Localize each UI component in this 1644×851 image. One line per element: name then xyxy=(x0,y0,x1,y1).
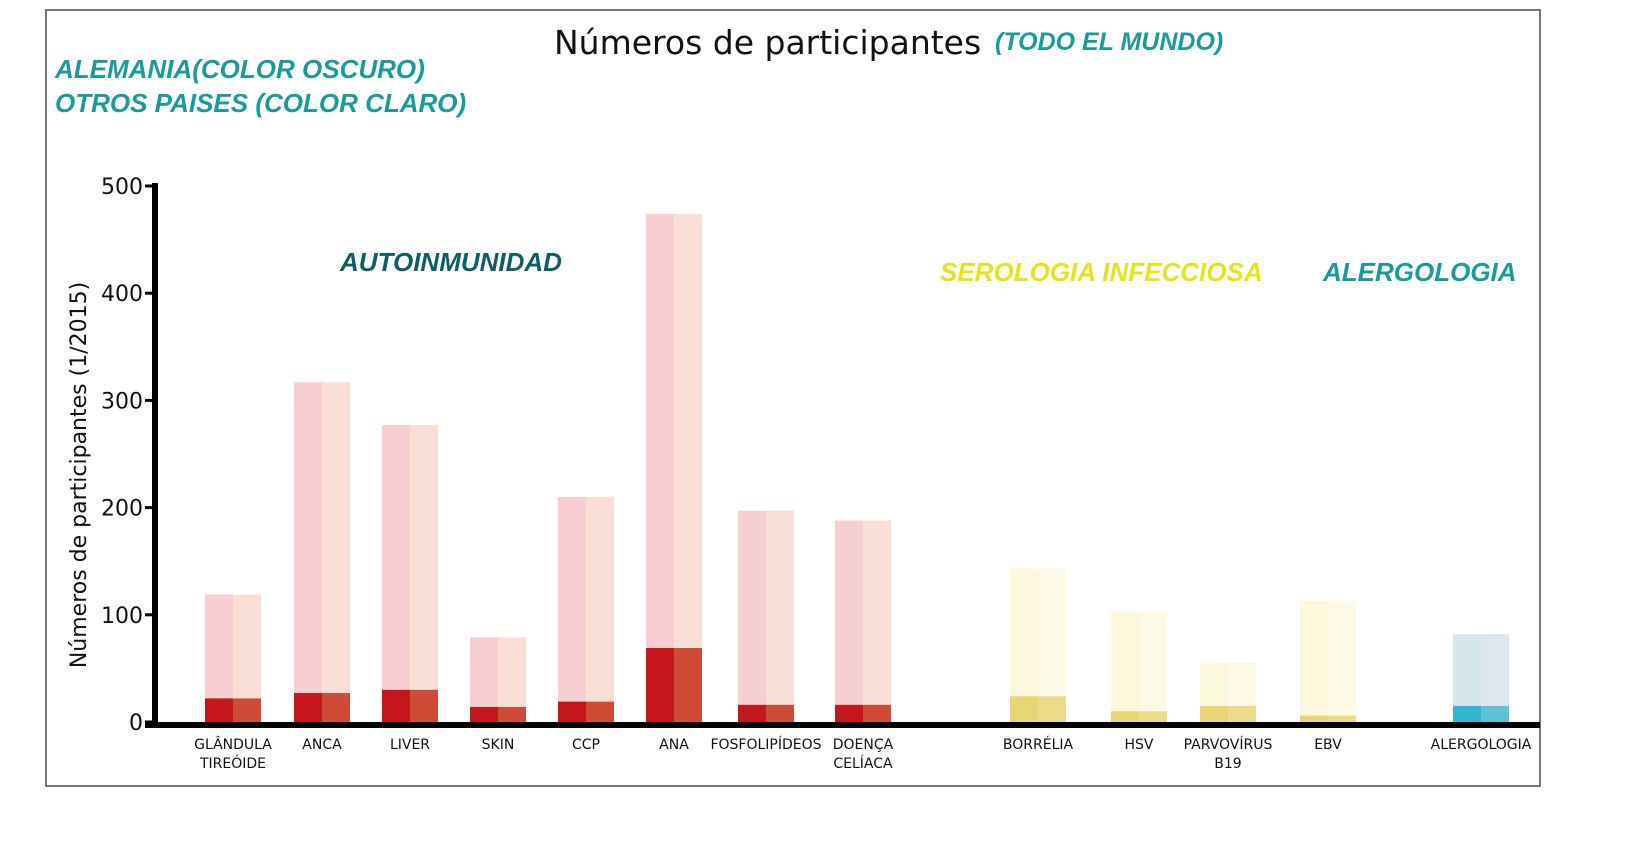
bar-alemania xyxy=(1200,705,1228,722)
bar-total xyxy=(1328,600,1356,722)
y-axis-label: Números de participantes (1/2015) xyxy=(67,282,92,668)
x-tick-label: EBV xyxy=(1314,737,1342,753)
bar-alemania xyxy=(674,648,702,722)
bar-alemania xyxy=(1300,715,1328,722)
x-tick-label: GLÂNDULA xyxy=(194,735,272,753)
x-tick-label: ANCA xyxy=(302,737,342,753)
bar-alemania xyxy=(322,693,350,722)
bar-alemania xyxy=(410,689,438,722)
group-label-serologia: SEROLOGIA INFECCIOSA xyxy=(940,257,1263,287)
bar-alemania xyxy=(294,693,322,722)
bar-alemania xyxy=(1328,715,1356,722)
x-tick-label: LIVER xyxy=(390,737,430,753)
bar-alemania xyxy=(646,648,674,722)
title-annotation: (TODO EL MUNDO) xyxy=(995,28,1223,56)
bar-alemania xyxy=(1038,696,1066,722)
bar-alemania xyxy=(863,704,891,722)
legend-note-light: OTROS PAISES (COLOR CLARO) xyxy=(55,88,466,118)
x-tick-label: ALERGOLOGIA xyxy=(1431,737,1532,753)
bar-total xyxy=(738,510,766,722)
bar-total xyxy=(558,496,586,722)
bar-alemania xyxy=(205,698,233,722)
bar-alemania xyxy=(1481,705,1509,722)
bar-alemania xyxy=(738,704,766,722)
y-tick-label: 200 xyxy=(101,497,143,522)
x-tick-label: B19 xyxy=(1214,756,1241,772)
x-tick-label: SKIN xyxy=(482,737,515,753)
bar-alemania xyxy=(498,706,526,722)
bar-total xyxy=(322,382,350,722)
chart-frame xyxy=(45,9,1541,787)
bar-total xyxy=(294,382,322,722)
bar-total xyxy=(382,425,410,722)
x-tick-label: PARVOVÍRUS xyxy=(1184,736,1273,753)
bar-total xyxy=(766,510,794,722)
y-tick-label: 500 xyxy=(101,175,143,200)
bar-total xyxy=(1300,600,1328,722)
bar-alemania xyxy=(1111,711,1139,722)
x-tick-label: ANA xyxy=(659,737,689,753)
bar-total xyxy=(1139,611,1167,722)
bar-total xyxy=(410,425,438,722)
bar-total xyxy=(674,213,702,722)
x-tick-label: FOSFOLIPÍDEOS xyxy=(710,736,821,753)
group-label-alergologia: ALERGOLOGIA xyxy=(1322,257,1517,287)
y-tick-label: 400 xyxy=(101,282,143,307)
bar-alemania xyxy=(470,706,498,722)
bar-alemania xyxy=(1139,711,1167,722)
bar-total xyxy=(646,213,674,722)
bar-total xyxy=(863,520,891,722)
bar-alemania xyxy=(586,701,614,722)
bar-total xyxy=(1111,611,1139,722)
group-label-autoinmunidad: AUTOINMUNIDAD xyxy=(339,247,562,277)
legend-note-dark: ALEMANIA(COLOR OSCURO) xyxy=(54,54,425,84)
bar-alemania xyxy=(835,704,863,722)
bar-alemania xyxy=(1010,696,1038,722)
bar-alemania xyxy=(382,689,410,722)
x-tick-label: BORRÉLIA xyxy=(1003,736,1074,753)
y-tick-label: 300 xyxy=(101,389,143,414)
bar-alemania xyxy=(558,701,586,722)
chart-title: Números de participantes xyxy=(554,23,981,62)
x-tick-label: CELÍACA xyxy=(833,755,893,772)
bar-alemania xyxy=(766,704,794,722)
x-tick-label: HSV xyxy=(1125,737,1154,753)
bar-alemania xyxy=(233,698,261,722)
x-tick-label: DOENÇA xyxy=(833,737,894,753)
bar-alemania xyxy=(1453,705,1481,722)
bar-alemania xyxy=(1228,705,1256,722)
bar-total xyxy=(586,496,614,722)
x-tick-label: TIREÓIDE xyxy=(199,754,266,772)
y-tick-label: 100 xyxy=(101,604,143,629)
x-tick-label: CCP xyxy=(572,737,600,753)
y-tick-label: 0 xyxy=(129,711,143,736)
bar-total xyxy=(835,520,863,722)
